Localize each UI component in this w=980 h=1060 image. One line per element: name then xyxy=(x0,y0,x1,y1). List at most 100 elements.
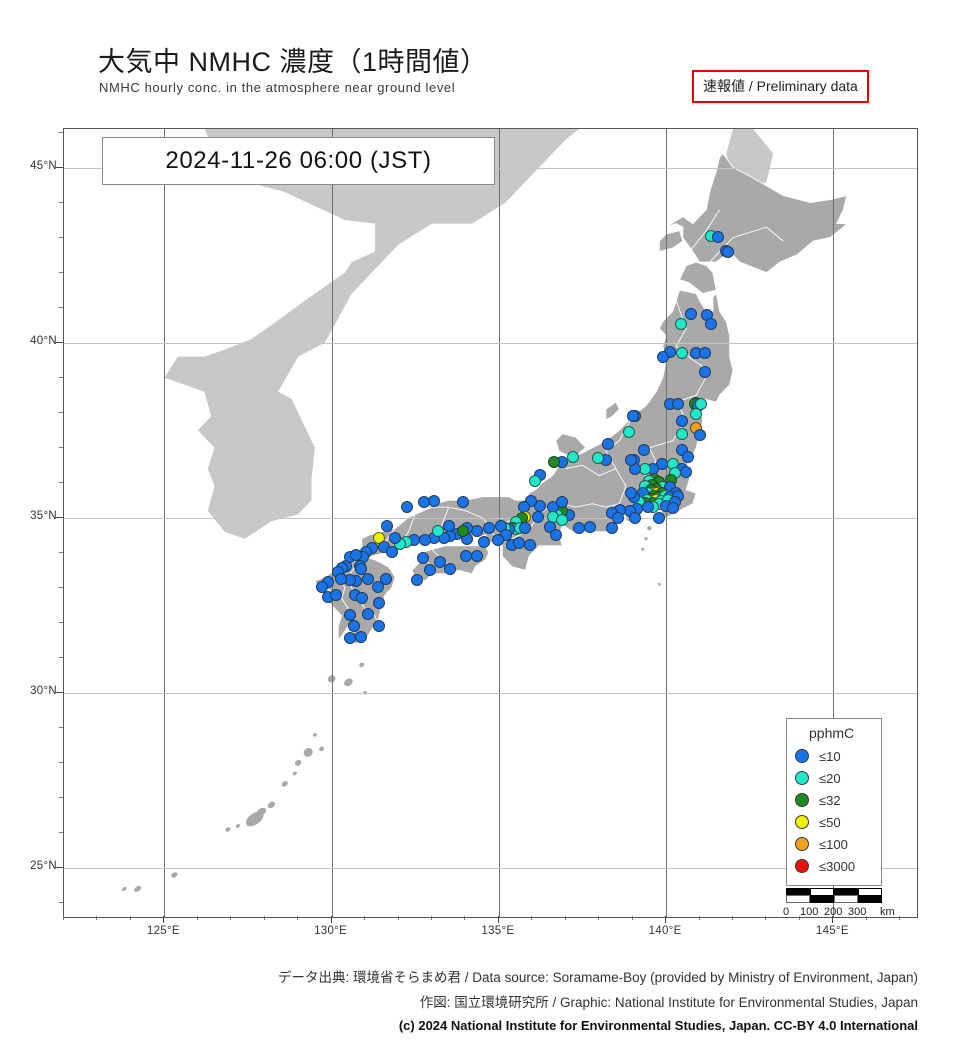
legend-item: ≤3000 xyxy=(795,855,875,877)
station-marker[interactable] xyxy=(591,452,604,465)
prefecture-border xyxy=(415,506,493,529)
station-marker[interactable] xyxy=(482,522,495,535)
x-minor-tick xyxy=(129,916,131,920)
x-tick xyxy=(330,916,332,923)
station-marker[interactable] xyxy=(388,532,401,545)
y-tick-label: 25°N xyxy=(30,860,57,872)
scale-label: 100 xyxy=(800,906,819,918)
station-marker[interactable] xyxy=(548,456,561,469)
station-marker[interactable] xyxy=(329,588,342,601)
scale-bar: 0 100 200 300 km xyxy=(783,888,904,920)
legend-item-label: ≤32 xyxy=(819,792,841,808)
station-marker[interactable] xyxy=(348,619,361,632)
station-marker[interactable] xyxy=(625,486,637,499)
station-marker[interactable] xyxy=(416,552,429,564)
station-marker[interactable] xyxy=(418,533,431,546)
preliminary-data-badge: 速報値 / Preliminary data xyxy=(692,70,869,103)
station-marker[interactable] xyxy=(523,539,536,552)
station-marker[interactable] xyxy=(653,512,666,525)
station-marker[interactable] xyxy=(556,496,569,508)
station-marker[interactable] xyxy=(680,465,693,478)
station-marker[interactable] xyxy=(681,450,694,463)
station-marker[interactable] xyxy=(627,410,640,423)
station-marker[interactable] xyxy=(456,496,469,508)
x-minor-tick xyxy=(598,916,600,920)
station-marker[interactable] xyxy=(492,533,505,546)
station-marker[interactable] xyxy=(712,230,724,243)
y-minor-tick xyxy=(59,586,63,588)
station-marker[interactable] xyxy=(641,500,654,513)
station-marker[interactable] xyxy=(424,564,437,577)
station-marker[interactable] xyxy=(410,574,423,587)
station-marker[interactable] xyxy=(355,630,367,643)
station-marker[interactable] xyxy=(434,555,447,568)
x-tick xyxy=(665,916,667,923)
station-marker[interactable] xyxy=(704,318,717,331)
y-minor-tick xyxy=(59,446,63,448)
station-marker[interactable] xyxy=(666,501,679,514)
station-marker[interactable] xyxy=(443,519,456,532)
station-marker[interactable] xyxy=(519,521,531,534)
station-marker[interactable] xyxy=(694,397,707,410)
station-marker[interactable] xyxy=(379,573,392,585)
station-marker[interactable] xyxy=(371,581,384,594)
station-marker[interactable] xyxy=(675,415,688,428)
station-marker[interactable] xyxy=(689,408,702,421)
legend-item: ≤20 xyxy=(795,767,875,789)
station-marker[interactable] xyxy=(471,549,484,562)
y-minor-tick xyxy=(59,796,63,798)
station-marker[interactable] xyxy=(675,347,688,360)
station-marker[interactable] xyxy=(698,347,711,360)
station-marker[interactable] xyxy=(629,512,642,525)
station-marker[interactable] xyxy=(675,318,688,331)
station-marker[interactable] xyxy=(512,537,525,549)
x-minor-tick xyxy=(798,916,800,920)
station-marker[interactable] xyxy=(572,521,585,534)
parallel-25 xyxy=(64,868,917,869)
scale-unit-label: km xyxy=(880,906,895,918)
station-marker[interactable] xyxy=(684,307,697,320)
y-minor-tick xyxy=(59,761,63,763)
station-marker[interactable] xyxy=(656,350,669,363)
station-marker[interactable] xyxy=(335,573,347,585)
station-marker[interactable] xyxy=(532,511,545,523)
station-marker[interactable] xyxy=(432,525,444,538)
station-marker[interactable] xyxy=(373,619,386,632)
station-marker[interactable] xyxy=(605,521,618,534)
station-marker[interactable] xyxy=(417,496,430,508)
station-marker[interactable] xyxy=(638,443,651,456)
station-marker[interactable] xyxy=(555,513,568,526)
station-marker[interactable] xyxy=(611,512,624,525)
legend-item-label: ≤10 xyxy=(819,748,841,764)
station-marker[interactable] xyxy=(444,562,457,575)
station-marker[interactable] xyxy=(693,429,706,442)
station-marker[interactable] xyxy=(385,546,398,559)
station-marker[interactable] xyxy=(722,245,735,258)
y-minor-tick xyxy=(59,201,63,203)
station-marker[interactable] xyxy=(373,596,386,609)
station-marker[interactable] xyxy=(622,425,635,438)
station-marker[interactable] xyxy=(477,535,490,548)
station-marker[interactable] xyxy=(671,398,684,411)
station-marker[interactable] xyxy=(380,519,393,532)
station-marker[interactable] xyxy=(456,525,469,538)
station-marker[interactable] xyxy=(355,562,367,575)
map-plot-area[interactable]: 2024-11-26 06:00 (JST) xyxy=(63,128,918,918)
legend: pphmC ≤10 ≤20 ≤32 ≤50 ≤100 ≤3000 xyxy=(786,718,882,886)
station-marker[interactable] xyxy=(550,529,563,542)
station-marker[interactable] xyxy=(567,450,580,463)
station-marker[interactable] xyxy=(361,573,374,585)
station-marker[interactable] xyxy=(601,438,614,451)
station-marker[interactable] xyxy=(529,475,541,487)
station-marker[interactable] xyxy=(400,501,413,514)
station-marker[interactable] xyxy=(349,548,362,561)
station-marker[interactable] xyxy=(675,427,688,440)
station-marker[interactable] xyxy=(361,608,374,621)
x-tick-label: 140°E xyxy=(648,925,682,937)
station-marker[interactable] xyxy=(625,454,637,466)
station-marker[interactable] xyxy=(356,591,369,604)
y-minor-tick xyxy=(59,656,63,658)
y-tick xyxy=(56,341,63,343)
station-marker[interactable] xyxy=(698,366,711,379)
station-marker[interactable] xyxy=(583,520,596,533)
